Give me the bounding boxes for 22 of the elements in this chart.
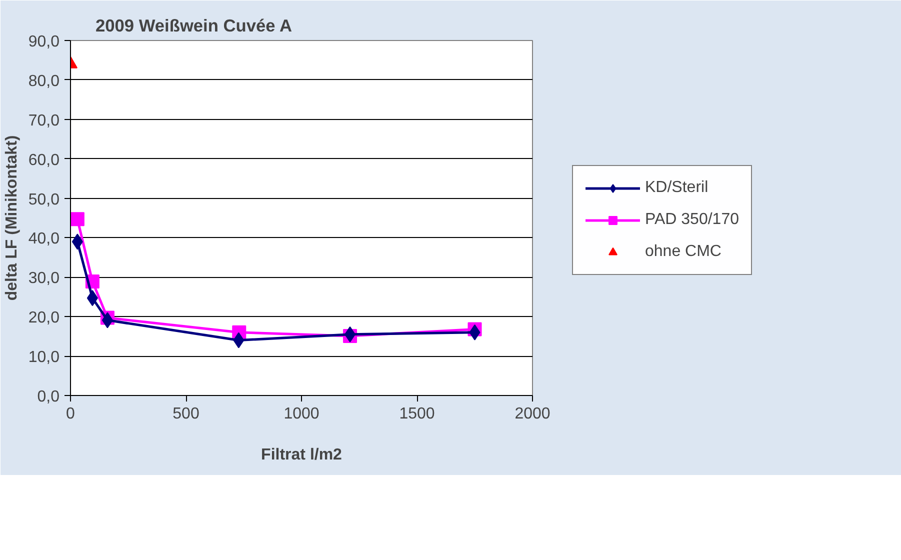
y-tick-label: 10,0 — [28, 349, 60, 366]
y-tick-label: 0,0 — [37, 388, 60, 406]
y-tick-label: 30,0 — [28, 270, 60, 288]
y-tick-label: 50,0 — [28, 191, 60, 208]
x-tick-label: 2000 — [514, 406, 550, 422]
legend-label: ohne CMC — [645, 243, 722, 261]
point — [70, 212, 84, 226]
x-tick-label: 500 — [172, 406, 200, 422]
x-tick-label: 1000 — [284, 406, 320, 422]
chart-title: 2009 Weißwein Cuvée A — [96, 16, 292, 36]
legend-label: KD/Steril — [645, 179, 708, 197]
y-tick-label: 70,0 — [28, 112, 60, 130]
x-tick-label: 1500 — [399, 406, 435, 422]
y-tick-label: 60,0 — [28, 152, 60, 169]
legend-label: PAD 350/170 — [645, 211, 739, 229]
y-axis-title: delta LF (Minikontakt) — [3, 135, 20, 301]
y-tick-label: 90,0 — [28, 34, 60, 50]
y-tick-label: 20,0 — [28, 310, 60, 327]
x-axis-title: Filtrat l/m2 — [261, 446, 342, 464]
y-tick-label: 80,0 — [28, 72, 60, 90]
x-tick-label: 0 — [66, 406, 76, 422]
y-tick-label: 40,0 — [28, 230, 60, 248]
